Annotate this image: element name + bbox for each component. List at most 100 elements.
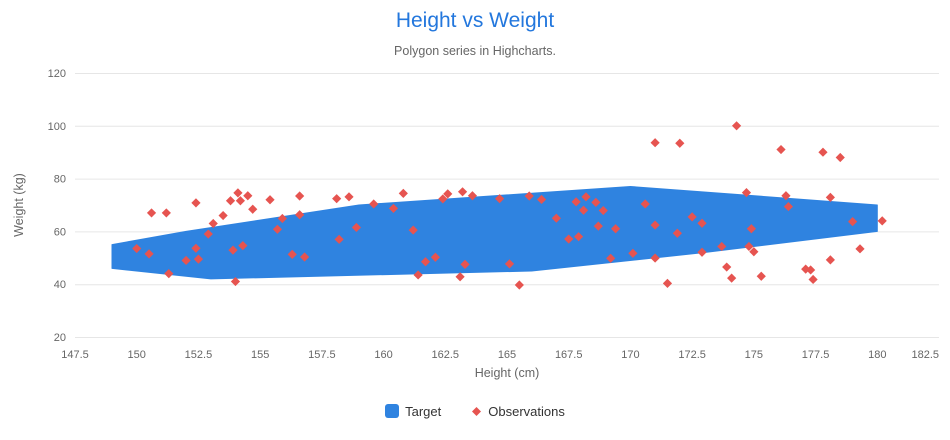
legend-item-observations[interactable]: Observations [471, 404, 565, 419]
scatter-point[interactable] [193, 254, 204, 264]
scatter-point[interactable] [749, 247, 759, 257]
scatter-point[interactable] [413, 270, 423, 280]
legend-label-observations: Observations [488, 403, 565, 419]
scatter-point[interactable] [776, 144, 786, 155]
scatter-point[interactable] [295, 210, 305, 220]
scatter-point[interactable] [591, 197, 601, 207]
scatter-point[interactable] [650, 253, 660, 263]
scatter-point[interactable] [299, 252, 310, 262]
scatter-point[interactable] [272, 224, 283, 234]
scatter-point[interactable] [781, 191, 791, 201]
scatter-point[interactable] [420, 257, 431, 267]
scatter-point[interactable] [756, 271, 766, 281]
scatter-point[interactable] [351, 222, 362, 233]
scatter-point[interactable] [457, 187, 468, 197]
scatter-point[interactable] [727, 273, 737, 283]
scatter-point[interactable] [230, 276, 241, 287]
scatter-point[interactable] [697, 218, 707, 228]
scatter-point[interactable] [191, 243, 201, 253]
scatter-point[interactable] [697, 247, 707, 257]
scatter-point[interactable] [877, 216, 887, 226]
scatter-point[interactable] [146, 208, 157, 218]
scatter-point[interactable] [408, 225, 418, 235]
scatter-point[interactable] [744, 241, 754, 252]
scatter-point[interactable] [731, 121, 742, 131]
scatter-point[interactable] [277, 213, 287, 224]
scatter-point[interactable] [818, 147, 828, 157]
scatter-point[interactable] [524, 191, 534, 201]
scatter-point[interactable] [628, 248, 638, 258]
scatter-point[interactable] [611, 224, 621, 234]
scatter-point[interactable] [640, 199, 650, 209]
scatter-point[interactable] [460, 259, 470, 269]
legend-item-target[interactable]: Target [385, 404, 441, 419]
scatter-point[interactable] [398, 188, 408, 198]
scatter-point[interactable] [717, 241, 727, 252]
scatter-point[interactable] [332, 194, 342, 204]
x-tick-label: 165 [498, 349, 516, 361]
scatter-point[interactable] [144, 249, 154, 259]
scatter-point[interactable] [650, 138, 660, 148]
scatter-point[interactable] [203, 229, 213, 239]
scatter-point[interactable] [132, 243, 142, 254]
scatter-point[interactable] [593, 221, 603, 231]
scatter-point[interactable] [578, 205, 589, 215]
scatter-point[interactable] [825, 255, 835, 265]
scatter-point[interactable] [430, 252, 441, 262]
scatter-point[interactable] [243, 191, 253, 201]
scatter-point[interactable] [455, 272, 465, 282]
scatter-point[interactable] [564, 234, 574, 244]
scatter-point[interactable] [208, 218, 218, 229]
scatter-point[interactable] [191, 198, 201, 208]
scatter-point[interactable] [164, 269, 174, 279]
scatter-point[interactable] [218, 210, 228, 221]
scatter-point[interactable] [675, 138, 685, 148]
scatter-point[interactable] [536, 194, 547, 205]
scatter-point[interactable] [225, 196, 236, 206]
scatter-point[interactable] [228, 245, 238, 255]
x-tick-label: 155 [251, 349, 269, 361]
scatter-point[interactable] [235, 196, 245, 206]
scatter-point[interactable] [344, 192, 354, 202]
scatter-point[interactable] [573, 232, 584, 242]
scatter-point[interactable] [571, 197, 581, 207]
scatter-point[interactable] [835, 152, 845, 163]
scatter-point[interactable] [687, 212, 697, 222]
scatter-point[interactable] [662, 278, 673, 289]
scatter-point[interactable] [551, 213, 561, 223]
scatter-point[interactable] [514, 280, 524, 290]
scatter-point[interactable] [369, 199, 379, 209]
scatter-point[interactable] [855, 244, 865, 254]
scatter-point[interactable] [295, 191, 305, 201]
scatter-point[interactable] [467, 191, 478, 201]
scatter-point[interactable] [438, 194, 448, 204]
scatter-point[interactable] [334, 234, 344, 244]
legend: Target Observations [0, 399, 950, 423]
scatter-point[interactable] [233, 188, 243, 198]
scatter-point[interactable] [265, 195, 275, 205]
scatter-point[interactable] [581, 192, 591, 202]
observations-diamond-icon [472, 406, 482, 416]
scatter-point[interactable] [722, 262, 732, 272]
scatter-point[interactable] [801, 264, 811, 274]
scatter-point[interactable] [598, 205, 608, 216]
scatter-point[interactable] [650, 220, 660, 230]
scatter-point[interactable] [287, 249, 297, 259]
scatter-point[interactable] [806, 265, 816, 275]
scatter-point[interactable] [388, 203, 399, 214]
scatter-point[interactable] [248, 204, 258, 214]
scatter-point[interactable] [746, 224, 756, 234]
scatter-point[interactable] [161, 208, 171, 218]
scatter-point[interactable] [783, 201, 794, 212]
scatter-point[interactable] [825, 192, 835, 202]
scatter-point[interactable] [238, 241, 248, 251]
scatter-point[interactable] [443, 189, 453, 199]
scatter-point[interactable] [494, 194, 505, 204]
scatter-point[interactable] [741, 187, 752, 198]
scatter-point[interactable] [808, 274, 818, 285]
scatter-point[interactable] [181, 255, 191, 266]
scatter-point[interactable] [848, 217, 858, 227]
scatter-point[interactable] [504, 259, 515, 269]
scatter-point[interactable] [606, 253, 616, 263]
scatter-point[interactable] [672, 228, 682, 238]
